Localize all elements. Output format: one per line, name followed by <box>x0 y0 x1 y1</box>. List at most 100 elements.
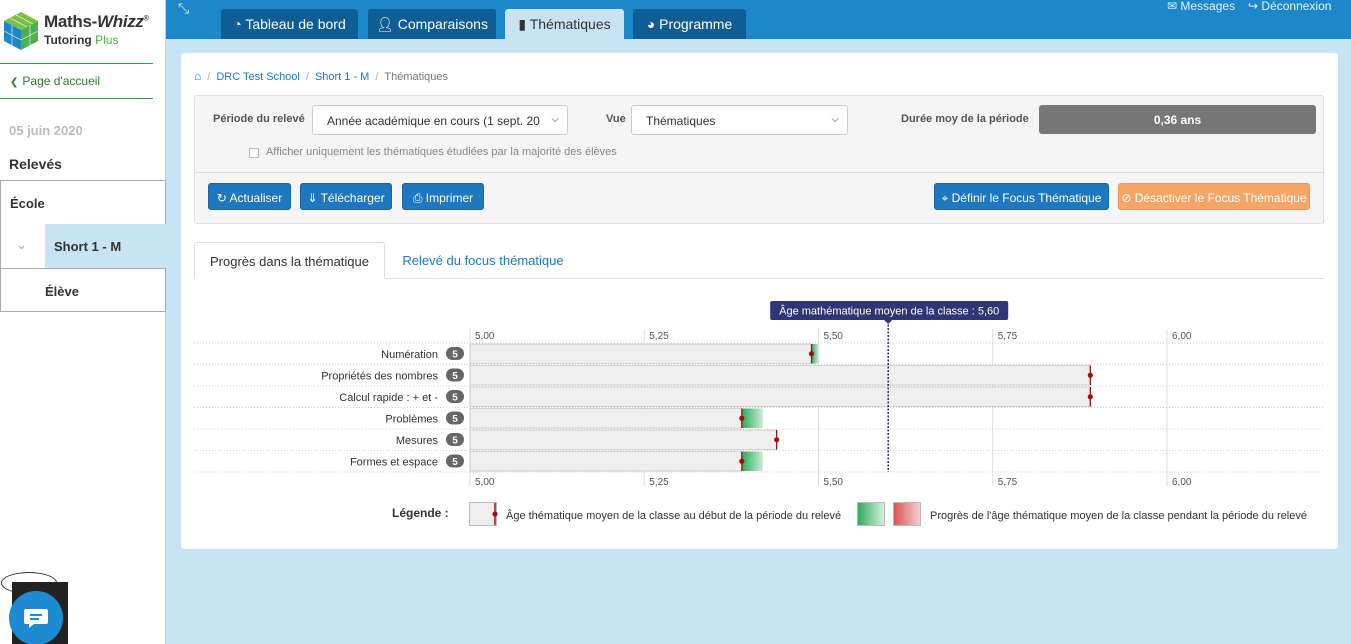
start-bar <box>470 430 777 450</box>
dashboard-icon: ◔ <box>233 16 245 32</box>
divider <box>0 98 153 99</box>
main-panel: ⌂ / DRC Test School / Short 1 - M / Thématique… <box>181 53 1338 549</box>
x-tick-label-bottom: 6,00 <box>1172 477 1192 488</box>
definir-focus-button[interactable]: ⌖ Définir le Focus Thématique <box>934 183 1109 210</box>
start-marker-dot <box>1088 373 1093 378</box>
sidebar-item-ecole[interactable]: École <box>0 180 166 224</box>
tab-thematiques[interactable]: ▮ Thématiques <box>505 9 624 39</box>
start-bar <box>470 452 742 472</box>
tab-programme[interactable]: ◕ Programme <box>633 9 746 39</box>
actualiser-button[interactable]: ↻ Actualiser <box>208 183 291 210</box>
desactiver-focus-button[interactable]: ⊘ Désactiver le Focus Thématique <box>1118 183 1310 210</box>
periode-select[interactable]: Année académique en cours (1 sept. 20 ⌵ <box>312 105 568 135</box>
start-marker-dot <box>739 416 744 421</box>
count-badge-text: 5 <box>452 350 458 361</box>
duree-label: Durée moy de la période <box>901 113 1029 125</box>
sidebar-item-class[interactable]: ⌄ Short 1 - M <box>0 224 166 268</box>
pie-chart-icon: ◕ <box>647 16 659 32</box>
category-label: Problèmes <box>385 414 438 426</box>
x-tick-label-top: 5,50 <box>824 331 844 342</box>
book-icon: ▮ <box>518 16 529 32</box>
x-tick-label-top: 5,25 <box>649 331 669 342</box>
filter-panel: Période du relevé Année académique en co… <box>194 95 1324 224</box>
sidebar: Maths-Whizz® Tutoring Plus ❮ Page d'accue… <box>0 0 166 644</box>
chat-icon <box>23 605 49 631</box>
category-label: Formes et espace <box>350 457 438 469</box>
envelope-icon: ✉ <box>1167 0 1180 13</box>
print-icon: ⎙ <box>413 191 426 205</box>
chat-button[interactable] <box>9 591 63 644</box>
user-icon: 👤︎ <box>376 16 398 32</box>
thematic-progress-chart: 5,005,005,255,255,505,505,755,756,006,00… <box>181 293 1338 543</box>
progress-bar <box>742 409 763 429</box>
imprimer-button[interactable]: ⎙ Imprimer <box>402 183 484 210</box>
tab-tableau-de-bord[interactable]: ◔ Tableau de bord <box>221 9 358 39</box>
vue-select[interactable]: Thématiques ⌵ <box>631 105 848 135</box>
start-bar <box>470 344 812 364</box>
majority-checkbox-label: Afficher uniquement les thématiques étud… <box>266 146 617 158</box>
breadcrumb-current: Thématiques <box>384 71 448 83</box>
category-label: Propriétés des nombres <box>321 371 438 383</box>
start-marker-dot <box>774 437 779 442</box>
duree-value: 0,36 ans <box>1039 105 1316 134</box>
legend-title: Légende : <box>392 506 449 520</box>
top-navigation: ⤡ ◔ Tableau de bord 👤︎ Comparaisons ▮ Th… <box>166 0 1351 39</box>
expand-icon[interactable]: ⤡ <box>178 0 189 17</box>
chevron-left-icon: ❮ <box>10 77 18 88</box>
chevron-down-icon: ⌵ <box>551 114 559 125</box>
category-label: Numération <box>381 349 438 361</box>
logo-subtitle: Tutoring Plus <box>44 33 118 47</box>
home-icon[interactable]: ⌂ <box>194 69 201 83</box>
divider <box>195 172 1323 173</box>
crosshair-icon: ⌖ <box>942 191 952 205</box>
x-tick-label-top: 6,00 <box>1172 331 1192 342</box>
category-label: Mesures <box>396 435 439 447</box>
class-average-tooltip-arrow <box>884 320 892 324</box>
logout-icon: ↪ <box>1248 0 1261 13</box>
count-badge-text: 5 <box>452 393 458 404</box>
count-badge-text: 5 <box>452 414 458 425</box>
count-badge-text: 5 <box>452 457 458 468</box>
home-link[interactable]: ❮ Page d'accueil <box>10 74 100 88</box>
periode-label: Période du relevé <box>213 113 305 125</box>
logo-title: Maths-Whizz® <box>44 12 149 32</box>
count-badge-text: 5 <box>452 371 458 382</box>
ban-icon: ⊘ <box>1121 191 1134 205</box>
chevron-down-icon: ⌵ <box>831 114 839 125</box>
x-tick-label-top: 5,00 <box>475 331 495 342</box>
tab-comparaisons[interactable]: 👤︎ Comparaisons <box>368 9 496 39</box>
majority-checkbox[interactable] <box>249 148 259 158</box>
sidebar-item-eleve[interactable]: ⌄ Élève <box>0 268 166 312</box>
tab-progress[interactable]: Progrès dans la thématique <box>194 242 385 279</box>
x-tick-label-top: 5,75 <box>998 331 1018 342</box>
download-icon: ⇓ <box>307 191 320 205</box>
messages-link[interactable]: ✉ Messages <box>1167 0 1235 13</box>
class-average-label: Âge mathématique moyen de la classe : 5,… <box>779 305 999 318</box>
progress-bar <box>742 452 763 472</box>
divider <box>0 63 153 64</box>
vue-label: Vue <box>606 113 626 125</box>
breadcrumb-school[interactable]: DRC Test School <box>216 71 300 83</box>
count-badge-text: 5 <box>452 436 458 447</box>
maths-whizz-logo[interactable]: Maths-Whizz® Tutoring Plus <box>0 4 166 56</box>
category-label: Calcul rapide : + et - <box>339 392 438 404</box>
logout-link[interactable]: ↪ Déconnexion <box>1248 0 1331 13</box>
current-date: 05 juin 2020 <box>9 123 83 138</box>
start-marker-dot <box>1088 394 1093 399</box>
start-bar <box>470 409 742 429</box>
cube-logo-icon <box>2 10 40 52</box>
legend-start-swatch <box>469 502 499 527</box>
refresh-icon: ↻ <box>217 191 230 205</box>
telecharger-button[interactable]: ⇓ Télécharger <box>300 183 392 210</box>
legend-start-label: Âge thématique moyen de la classe au déb… <box>506 510 841 522</box>
legend-progress-label: Progrès de l'âge thématique moyen de la … <box>930 510 1307 522</box>
breadcrumb-class[interactable]: Short 1 - M <box>315 71 369 83</box>
start-bar <box>470 366 1090 386</box>
start-marker-dot <box>809 351 814 356</box>
start-bar <box>470 387 1090 407</box>
section-title: Relevés <box>9 156 62 172</box>
x-tick-label-bottom: 5,50 <box>824 477 844 488</box>
legend-progress-swatches <box>857 502 923 527</box>
x-tick-label-bottom: 5,25 <box>649 477 669 488</box>
tab-focus[interactable]: Relevé du focus thématique <box>385 242 581 279</box>
